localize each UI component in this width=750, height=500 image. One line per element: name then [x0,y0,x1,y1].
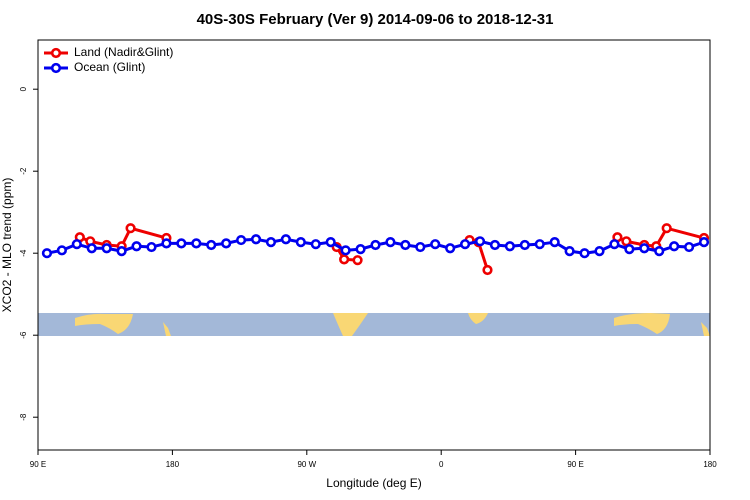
y-tick-label: -4 [19,249,28,257]
point [549,237,560,248]
x-tick-label: 180 [703,460,717,469]
point [280,234,291,245]
x-tick-label: 180 [166,460,180,469]
point [310,239,321,250]
point [482,264,493,276]
point [400,239,411,251]
x-tick-label: 0 [439,460,444,469]
point [459,239,471,250]
point [370,239,381,251]
point [176,238,187,249]
point [669,241,680,252]
point [101,243,112,254]
map-strip [38,313,710,336]
y-axis-label: XCO2 - MLO trend (ppm) [0,178,14,313]
point [325,237,336,248]
point [116,246,127,257]
point [146,241,157,253]
point [161,238,172,249]
point [683,241,695,253]
point [430,239,441,250]
point [206,239,217,251]
point [474,236,486,247]
point [415,241,426,253]
point [579,248,590,259]
point [235,234,247,246]
point [340,245,351,256]
point [250,234,262,245]
point [489,239,501,251]
point [621,236,632,247]
point [41,248,53,259]
point [71,239,82,250]
point [639,243,650,254]
point [352,255,363,266]
x-axis-label: Longitude (deg E) [326,476,421,490]
point [519,239,530,251]
point [385,237,396,248]
point [504,241,515,252]
x-tick-label: 90 E [30,460,46,469]
point [654,246,665,257]
point [661,223,672,234]
point [339,254,350,265]
y-tick-label: -2 [19,167,28,175]
point [564,246,575,257]
legend-marker [50,62,62,74]
point [295,237,306,248]
point [624,244,635,255]
point [609,239,620,250]
y-tick-label: 0 [19,86,28,91]
point [594,246,605,257]
point [534,239,545,250]
legend-label: Ocean (Glint) [74,60,145,74]
point [56,245,67,256]
x-tick-label: 90 E [567,460,583,469]
x-tick-label: 90 W [297,460,316,469]
legend-label: Land (Nadir&Glint) [74,45,173,59]
point [131,241,142,252]
point [355,244,366,255]
point [86,243,97,254]
point [125,223,136,234]
legend-marker [50,47,62,59]
point [698,237,710,248]
plot-frame [37,39,711,451]
y-tick-label: -8 [19,413,28,421]
point [265,237,277,248]
point [445,243,456,254]
chart-title: 40S-30S February (Ver 9) 2014-09-06 to 2… [197,11,554,28]
point [221,238,232,249]
point [191,238,202,249]
y-tick-label: -6 [19,331,28,339]
